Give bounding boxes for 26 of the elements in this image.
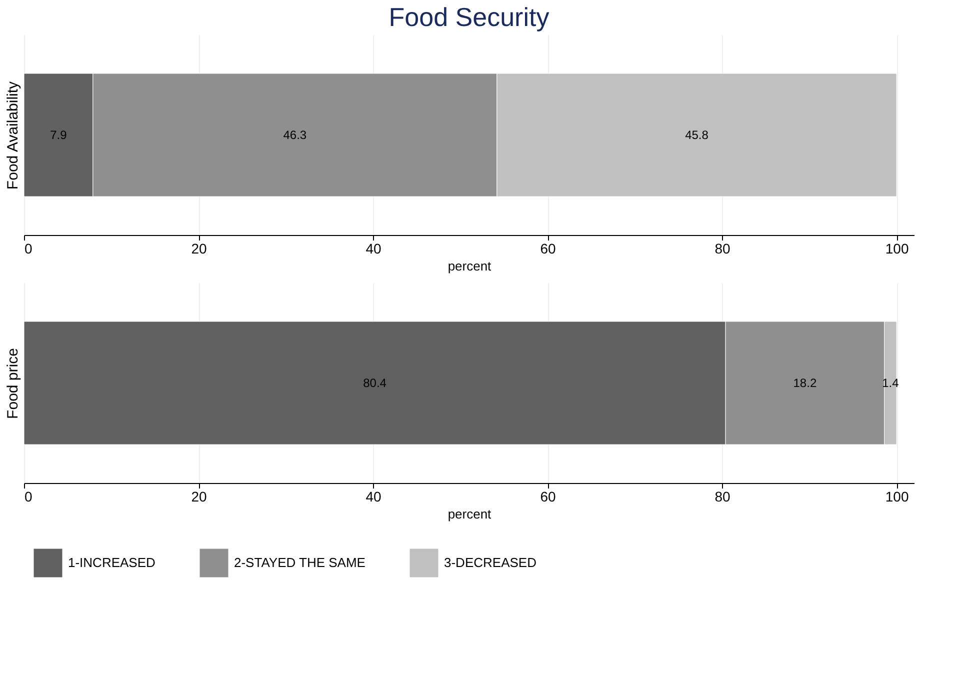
chart-title: Food Security (388, 2, 550, 32)
x-tick-label: 80 (714, 240, 731, 256)
data-label: 45.8 (685, 128, 709, 142)
x-tick-label: 20 (191, 240, 208, 256)
x-tick-label: 0 (24, 488, 32, 504)
y-axis-title: Food Availability (4, 80, 22, 190)
x-tick-label: 100 (885, 240, 909, 256)
x-tick-label: 0 (24, 240, 32, 256)
data-label: 7.9 (50, 128, 68, 142)
x-tick-label: 20 (191, 488, 208, 504)
x-tick-label: 60 (540, 488, 556, 504)
x-tick-label: 80 (714, 488, 731, 504)
x-tick-label: 100 (885, 488, 909, 504)
legend-label: 2-STAYED THE SAME (234, 555, 366, 570)
y-axis-title: Food price (4, 348, 22, 419)
x-tick-label: 40 (366, 240, 382, 256)
legend-label: 1-INCREASED (68, 555, 156, 570)
legend-label: 3-DECREASED (444, 555, 536, 570)
x-axis-title: percent (448, 506, 492, 522)
data-label: 46.3 (283, 128, 307, 142)
data-label: 1.4 (882, 376, 900, 390)
x-tick-label: 60 (540, 240, 556, 256)
data-label: 18.2 (793, 376, 817, 390)
data-label: 80.4 (363, 376, 387, 390)
x-tick-label: 40 (366, 488, 382, 504)
x-axis-title: percent (448, 258, 492, 274)
